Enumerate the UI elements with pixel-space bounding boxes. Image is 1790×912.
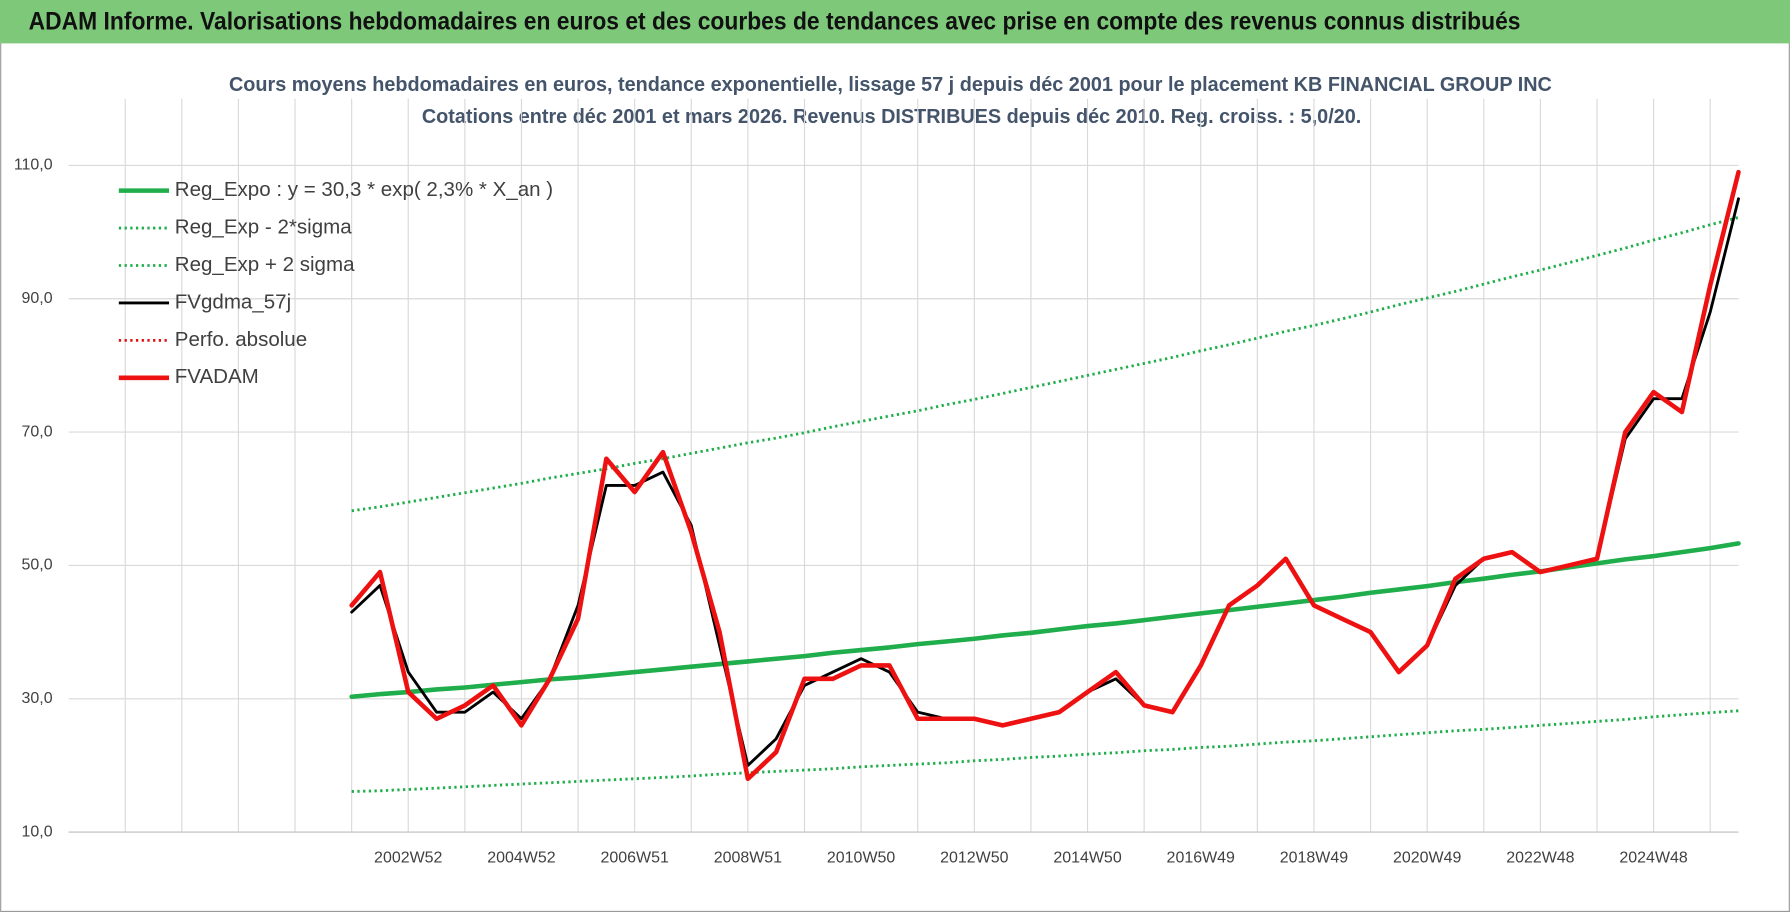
x-tick-label: 2016W49 (1167, 850, 1235, 867)
x-tick-label: 2022W48 (1506, 850, 1574, 867)
x-tick-label: 2012W50 (940, 850, 1008, 867)
x-tick-label: 2002W52 (374, 850, 442, 867)
x-tick-label: 2004W52 (487, 850, 555, 867)
x-tick-label: 2014W50 (1053, 850, 1121, 867)
legend-label: Reg_Exp + 2 sigma (175, 253, 355, 276)
x-tick-label: 2008W51 (714, 850, 782, 867)
y-tick-label: 50,0 (22, 557, 53, 574)
x-tick-label: 2024W48 (1619, 850, 1687, 867)
series-line (349, 169, 1741, 782)
y-tick-label: 110,0 (14, 157, 53, 174)
legend-label: Reg_Exp - 2*sigma (175, 215, 352, 238)
x-tick-label: 2018W49 (1280, 850, 1348, 867)
legend-label: FVADAM (175, 365, 259, 388)
x-tick-label: 2010W50 (827, 850, 895, 867)
y-tick-label: 90,0 (22, 290, 53, 307)
y-tick-label: 70,0 (22, 423, 53, 440)
x-tick-label: 2006W51 (600, 850, 668, 867)
legend-label: FVgdma_57j (175, 290, 291, 313)
y-tick-label: 30,0 (22, 690, 53, 707)
banner (0, 0, 1790, 44)
x-tick-label: 2020W49 (1393, 850, 1461, 867)
banner-title: ADAM Informe. Valorisations hebdomadaire… (29, 7, 1521, 35)
series-line (351, 216, 1739, 513)
legend-label: Reg_Expo : y = 30,3 * exp( 2,3% * X_an ) (175, 178, 553, 201)
chart-subtitle: Cotations entre déc 2001 et mars 2026. R… (422, 105, 1361, 128)
series-line (349, 541, 1741, 700)
y-tick-label: 10,0 (22, 823, 53, 840)
chart-title: Cours moyens hebdomadaires en euros, ten… (229, 73, 1552, 96)
legend-label: Perfo. absolue (175, 328, 307, 351)
